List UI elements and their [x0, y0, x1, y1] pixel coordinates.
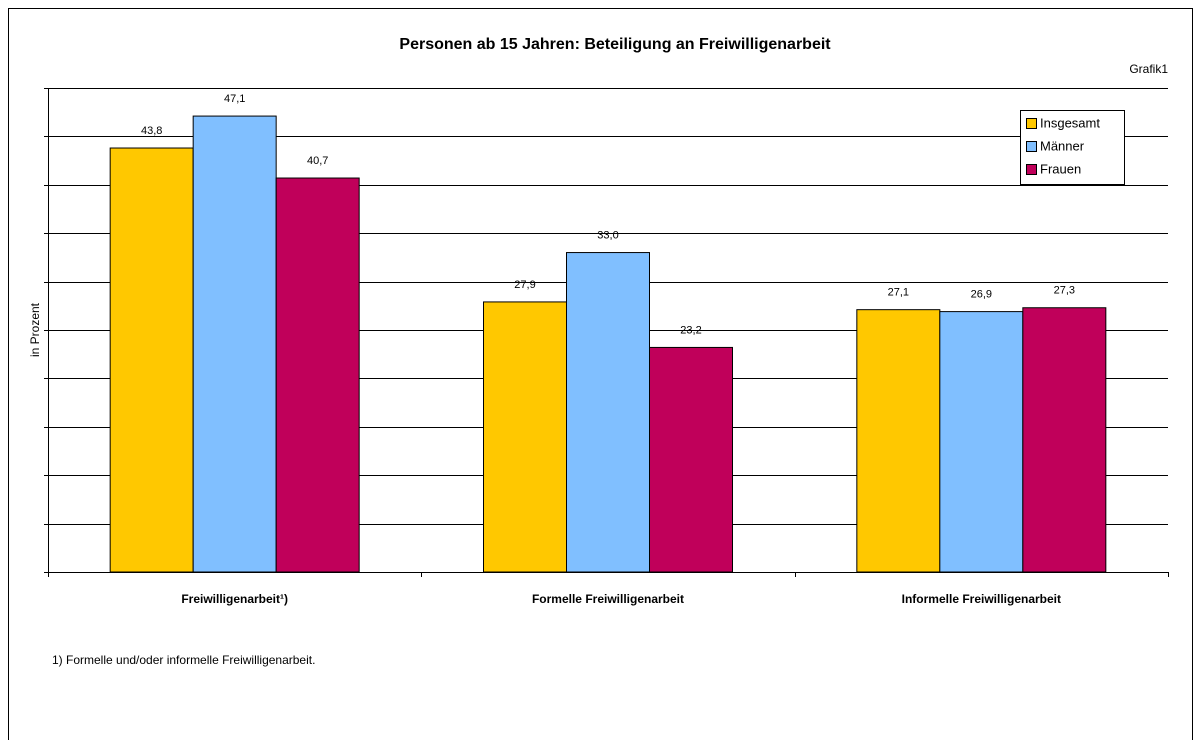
legend-swatch [1026, 141, 1037, 152]
chart-title: Personen ab 15 Jahren: Beteiligung an Fr… [399, 36, 831, 53]
bar [109, 147, 194, 573]
data-label: 27,3 [1054, 285, 1075, 297]
legend-box [1020, 110, 1125, 185]
data-label: 47,1 [224, 93, 245, 105]
legend-label: Frauen [1040, 161, 1081, 176]
footnote: 1) Formelle und/oder informelle Freiwill… [52, 653, 315, 667]
bar [939, 311, 1024, 573]
legend-swatch [1026, 118, 1037, 129]
data-label: 43,8 [141, 125, 162, 137]
data-label: 40,7 [307, 155, 328, 167]
bar [275, 177, 360, 573]
legend-label: Insgesamt [1040, 115, 1100, 130]
legend-swatch [1026, 164, 1037, 175]
bar [483, 301, 567, 573]
data-label: 27,1 [888, 287, 909, 299]
y-axis-label: in Prozent [28, 302, 42, 357]
data-label: 23,2 [680, 324, 701, 336]
bar [649, 346, 733, 573]
x-tick-label: Informelle Freiwilligenarbeit [902, 592, 1061, 606]
x-tick-label: Freiwilligenarbeit¹) [181, 592, 288, 606]
bar [1022, 307, 1107, 573]
subtitle: Grafik1 [1129, 62, 1168, 76]
data-label: 33,0 [597, 229, 618, 241]
legend-label: Männer [1040, 138, 1085, 153]
data-label: 27,9 [514, 279, 535, 291]
bar [192, 115, 277, 573]
x-tick-label: Formelle Freiwilligenarbeit [532, 592, 684, 606]
bar [566, 252, 650, 573]
data-label: 26,9 [971, 289, 992, 301]
bar [856, 309, 941, 573]
